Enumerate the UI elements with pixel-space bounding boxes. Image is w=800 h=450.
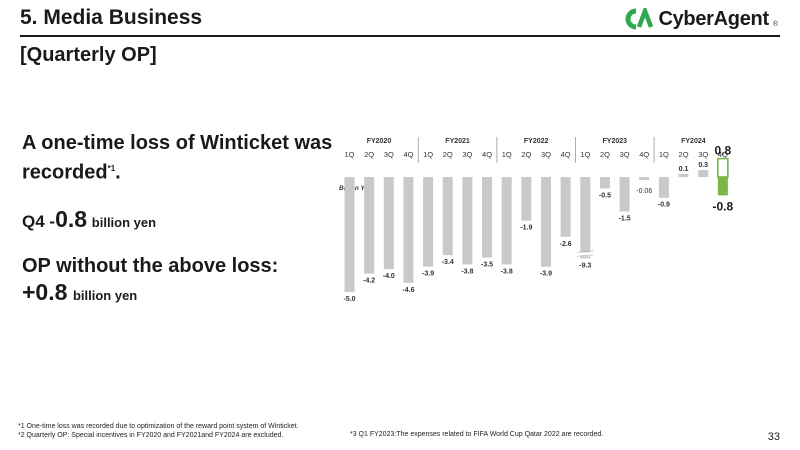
op-bar <box>698 170 709 177</box>
quarter-label: 3Q <box>462 150 472 159</box>
data-label: -3.8 <box>501 268 513 275</box>
op-bar <box>482 177 493 258</box>
footnote-3: *3 Q1 FY2023:The expenses related to FIF… <box>350 431 604 438</box>
q4-loss-line: Q4 -0.8 billion yen <box>22 206 342 233</box>
axis-break-line <box>577 250 594 253</box>
logo-registered-mark: ® <box>772 21 778 28</box>
quarter-label: 1Q <box>344 150 354 159</box>
fiscal-year-label: FY2024 <box>681 138 706 145</box>
op-bar <box>619 177 630 212</box>
logo-text: CyberAgent <box>658 7 769 30</box>
op-without-loss: OP without the above loss: +0.8 billion … <box>22 253 342 309</box>
q4-value: 0.8 <box>55 205 88 232</box>
summary-headline: A one-time loss of Winticket was recorde… <box>22 130 342 186</box>
headline-line-2: recorded <box>22 161 108 184</box>
data-label: -5.0 <box>343 296 355 303</box>
data-label: -4.6 <box>402 287 414 294</box>
quarter-label: 4Q <box>718 150 728 159</box>
data-label: -3.8 <box>461 268 473 275</box>
data-label: -1.5 <box>619 216 631 223</box>
headline-end: . <box>115 161 121 184</box>
quarter-label: 2Q <box>600 150 610 159</box>
data-label: -3.9 <box>422 271 434 278</box>
quarter-label: 2Q <box>443 150 453 159</box>
quarter-label: 3Q <box>541 150 551 159</box>
data-label: -3.5 <box>481 262 493 269</box>
op-bar <box>462 177 473 265</box>
unit-label: Billion Yen <box>339 185 372 192</box>
page-number: 33 <box>767 431 780 443</box>
op-bar <box>364 177 375 274</box>
op-value: +0.8 <box>22 278 68 305</box>
q4-prefix: Q4 - <box>22 211 56 231</box>
op-unit: billion yen <box>72 287 138 303</box>
data-label: -0.8 <box>713 199 734 213</box>
axis-break-line <box>577 254 594 257</box>
quarter-label: 4Q <box>482 150 492 159</box>
op-bar <box>521 177 532 221</box>
op-bar <box>541 177 551 267</box>
axis-break-gap <box>578 252 593 257</box>
page-title: 5. Media Business <box>20 6 203 29</box>
op-bar <box>560 177 571 237</box>
title-divider <box>20 35 780 37</box>
cyberagent-logo-icon <box>626 8 654 30</box>
op-bar <box>580 177 591 259</box>
excluded-loss-outline <box>717 157 729 178</box>
data-label: -0.9 <box>658 202 670 209</box>
op-bar <box>678 174 689 177</box>
quarter-label: 4Q <box>561 150 571 159</box>
data-label: -4.0 <box>383 273 395 280</box>
footnote-2: *2 Quarterly OP: Special incentives in F… <box>18 432 284 439</box>
headline-line-1: A one-time loss of Winticket was <box>22 132 333 154</box>
quarter-label: 1Q <box>423 150 433 159</box>
data-label: -4.2 <box>363 278 375 285</box>
op-bar <box>658 177 669 198</box>
fiscal-year-label: FY2020 <box>367 138 392 145</box>
data-label: 0.3 <box>698 162 708 169</box>
quarter-label: 1Q <box>659 150 669 159</box>
summary-panel: A one-time loss of Winticket was recorde… <box>22 130 342 309</box>
quarter-label: 3Q <box>620 150 630 159</box>
data-label: -2.6 <box>560 241 572 248</box>
footnote-marker: *1 <box>107 164 116 173</box>
quarter-label: 2Q <box>364 150 374 159</box>
data-label: -9.3 <box>579 262 591 269</box>
op-bar <box>599 177 610 189</box>
quarter-label: 1Q <box>580 150 590 159</box>
fiscal-year-label: FY2022 <box>524 138 549 145</box>
cyberagent-logo: CyberAgent ® <box>624 6 778 32</box>
op-bar <box>639 177 650 180</box>
op-bar <box>344 177 355 292</box>
q4-unit: billion yen <box>91 214 157 230</box>
quarter-label: 4Q <box>403 150 413 159</box>
data-label: 0.1 <box>679 166 689 173</box>
highlight-bar <box>717 177 728 196</box>
data-label: -3.4 <box>442 259 454 266</box>
op-bar <box>442 177 453 256</box>
op-bar <box>501 177 512 265</box>
op-bar <box>403 177 414 283</box>
data-label: -0.5 <box>599 193 611 200</box>
footnote-1: *1 One-time loss was recorded due to opt… <box>18 423 299 430</box>
quarter-label: 2Q <box>679 150 689 159</box>
op-bar <box>423 177 434 267</box>
excluded-loss-label: 0.8 <box>715 144 732 158</box>
quarter-label: 4Q <box>639 150 649 159</box>
data-label: -3.9 <box>540 271 552 278</box>
footnotes-left: *1 One-time loss was recorded due to opt… <box>18 422 299 440</box>
data-label: -0.06 <box>636 188 652 195</box>
op-bar <box>383 177 394 269</box>
section-title: [Quarterly OP] <box>20 44 157 66</box>
data-label: -1.9 <box>520 225 532 232</box>
quarter-label: 1Q <box>502 150 512 159</box>
quarter-label: 3Q <box>384 150 394 159</box>
fiscal-year-label: FY2021 <box>445 138 470 145</box>
fiscal-year-label: FY2023 <box>603 138 628 145</box>
quarter-label: 2Q <box>521 150 531 159</box>
op-label: OP without the above loss: <box>22 254 279 277</box>
quarter-label: 3Q <box>698 150 708 159</box>
